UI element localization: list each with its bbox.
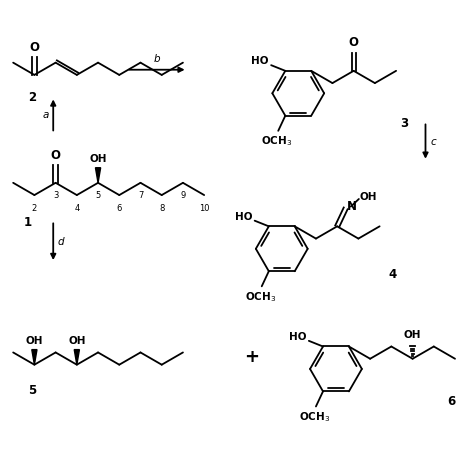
Text: HO: HO — [235, 212, 252, 222]
Text: OH: OH — [89, 154, 107, 164]
Text: +: + — [244, 348, 259, 366]
Text: 1: 1 — [23, 216, 31, 229]
Text: 6: 6 — [447, 395, 456, 408]
Polygon shape — [74, 350, 80, 365]
Text: 2: 2 — [28, 91, 36, 104]
Text: HO: HO — [251, 56, 269, 66]
Text: a: a — [42, 110, 48, 120]
Text: 3: 3 — [400, 117, 408, 130]
Text: 4: 4 — [74, 203, 80, 212]
Text: O: O — [349, 36, 359, 49]
Text: 5: 5 — [28, 384, 36, 397]
Text: 6: 6 — [117, 203, 122, 212]
Text: 3: 3 — [53, 191, 58, 201]
Text: HO: HO — [289, 332, 307, 342]
Text: d: d — [58, 237, 64, 246]
Polygon shape — [95, 168, 100, 183]
Text: 4: 4 — [388, 268, 397, 281]
Text: 8: 8 — [159, 203, 164, 212]
Text: 10: 10 — [199, 203, 210, 212]
Text: b: b — [154, 54, 160, 64]
Text: 5: 5 — [95, 191, 100, 201]
Text: OH: OH — [404, 330, 421, 340]
Text: O: O — [29, 41, 39, 54]
Text: OH: OH — [26, 336, 43, 346]
Text: OH: OH — [68, 336, 86, 346]
Text: N: N — [346, 200, 356, 213]
Text: OCH$_3$: OCH$_3$ — [299, 410, 330, 424]
Text: OCH$_3$: OCH$_3$ — [261, 135, 292, 148]
Text: 9: 9 — [180, 191, 185, 201]
Text: c: c — [430, 137, 436, 146]
Text: OCH$_3$: OCH$_3$ — [245, 290, 276, 304]
Text: OH: OH — [360, 192, 377, 202]
Text: 7: 7 — [138, 191, 143, 201]
Text: O: O — [51, 149, 61, 162]
Polygon shape — [32, 350, 37, 365]
Text: 2: 2 — [32, 203, 37, 212]
